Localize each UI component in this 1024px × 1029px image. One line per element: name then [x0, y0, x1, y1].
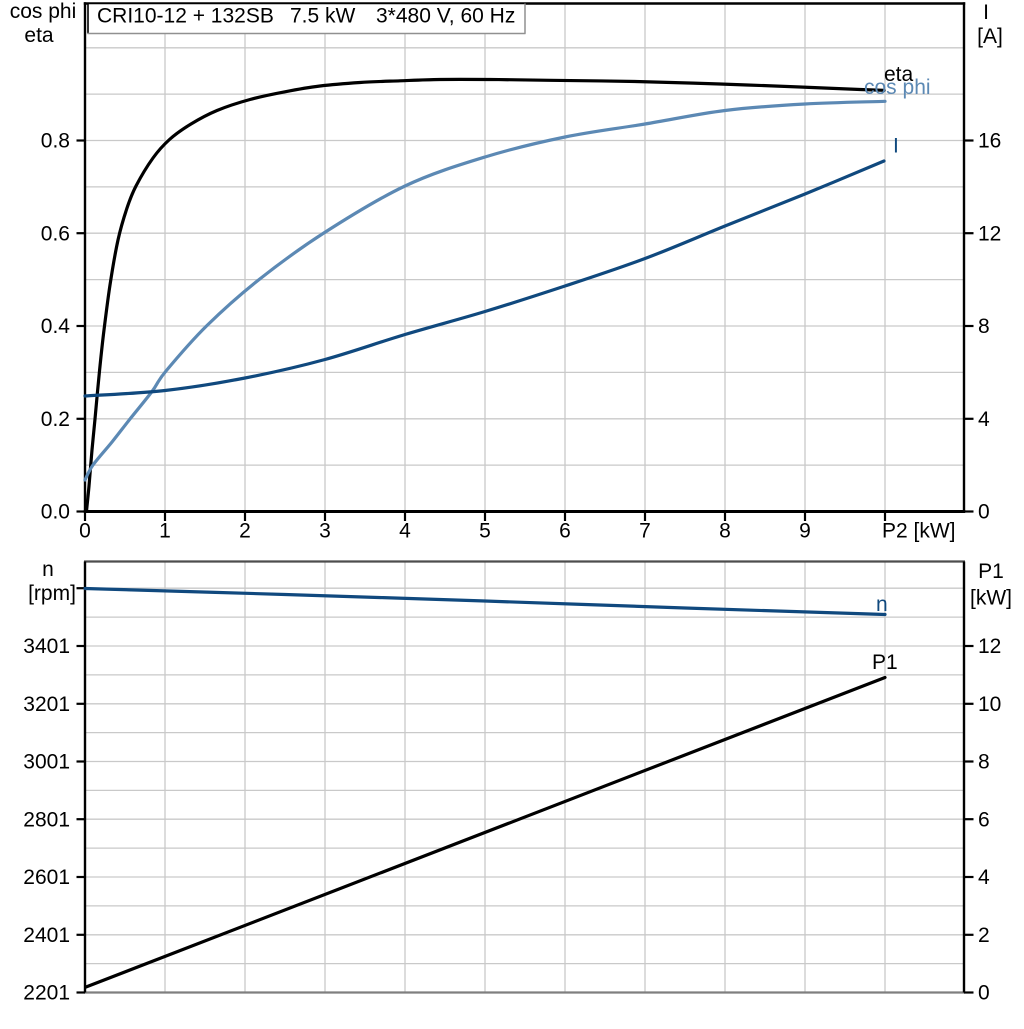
svg-text:16: 16 [978, 130, 1001, 153]
svg-text:3: 3 [319, 520, 331, 543]
svg-text:0: 0 [79, 520, 91, 543]
svg-text:0.4: 0.4 [41, 315, 71, 338]
svg-text:0.2: 0.2 [41, 408, 70, 431]
svg-text:0: 0 [978, 501, 990, 524]
svg-text:n: n [876, 593, 888, 616]
svg-text:P2 [kW]: P2 [kW] [882, 520, 956, 543]
svg-text:[A]: [A] [977, 25, 1003, 48]
svg-text:[rpm]: [rpm] [28, 582, 76, 605]
svg-text:9: 9 [799, 520, 811, 543]
svg-text:8: 8 [978, 315, 990, 338]
svg-text:1: 1 [159, 520, 171, 543]
svg-text:0.0: 0.0 [41, 501, 70, 524]
svg-text:12: 12 [978, 222, 1001, 245]
svg-text:3*480 V, 60 Hz: 3*480 V, 60 Hz [376, 5, 515, 28]
svg-text:0.6: 0.6 [41, 222, 70, 245]
svg-text:2801: 2801 [23, 809, 70, 832]
svg-text:CRI10-12 + 132SB: CRI10-12 + 132SB [97, 5, 274, 28]
svg-text:6: 6 [978, 809, 990, 832]
svg-text:8: 8 [978, 751, 990, 774]
svg-text:0.8: 0.8 [41, 130, 70, 153]
svg-text:P1: P1 [978, 560, 1004, 583]
svg-text:6: 6 [559, 520, 571, 543]
svg-text:[kW]: [kW] [970, 587, 1012, 610]
svg-text:3401: 3401 [23, 635, 70, 658]
svg-text:10: 10 [978, 693, 1001, 716]
svg-text:7: 7 [639, 520, 651, 543]
svg-text:4: 4 [978, 408, 990, 431]
svg-text:2401: 2401 [23, 924, 70, 947]
svg-text:P1: P1 [872, 651, 898, 674]
svg-text:5: 5 [479, 520, 491, 543]
svg-text:eta: eta [24, 24, 54, 47]
svg-text:3001: 3001 [23, 751, 70, 774]
svg-text:2: 2 [978, 924, 990, 947]
svg-text:8: 8 [719, 520, 731, 543]
svg-text:cos phi: cos phi [10, 0, 77, 23]
svg-text:n: n [42, 558, 54, 581]
svg-text:0: 0 [978, 982, 990, 1005]
svg-text:7.5 kW: 7.5 kW [290, 5, 356, 28]
svg-text:I: I [983, 1, 989, 24]
svg-text:2: 2 [239, 520, 251, 543]
svg-text:I: I [893, 135, 899, 158]
svg-text:2601: 2601 [23, 866, 70, 889]
svg-text:cos phi: cos phi [864, 76, 931, 99]
svg-text:eta: eta [884, 63, 914, 86]
svg-text:4: 4 [399, 520, 411, 543]
svg-text:2201: 2201 [23, 982, 70, 1005]
svg-text:3201: 3201 [23, 693, 70, 716]
svg-text:4: 4 [978, 866, 990, 889]
svg-text:12: 12 [978, 635, 1001, 658]
